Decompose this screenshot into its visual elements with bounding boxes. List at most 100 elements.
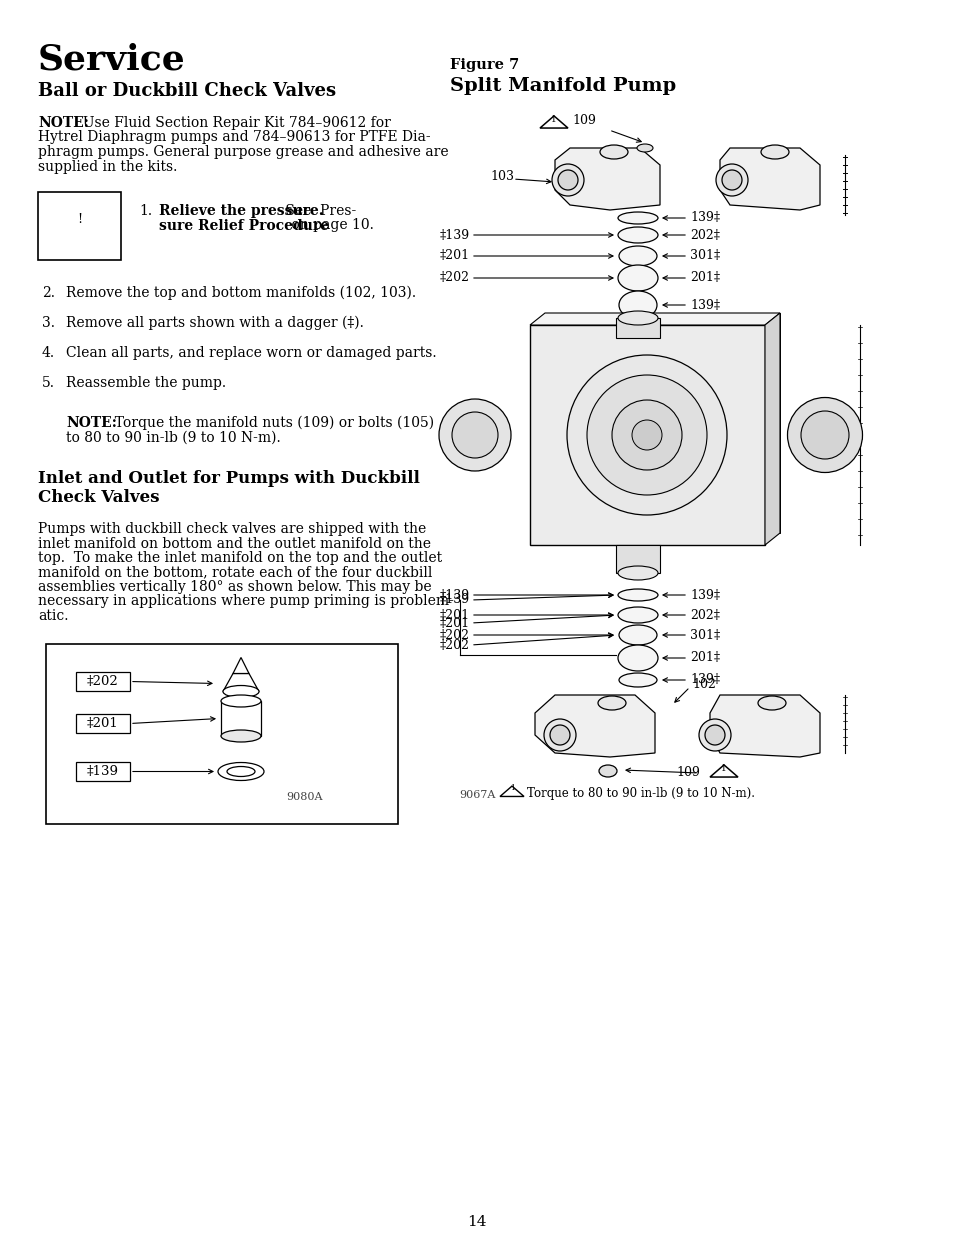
Ellipse shape bbox=[716, 164, 747, 196]
Text: 109: 109 bbox=[572, 114, 596, 126]
Text: Pumps with duckbill check valves are shipped with the: Pumps with duckbill check valves are shi… bbox=[38, 522, 426, 536]
Ellipse shape bbox=[618, 589, 658, 601]
Ellipse shape bbox=[699, 719, 730, 751]
Text: 109: 109 bbox=[676, 767, 700, 779]
Bar bbox=[76, 714, 130, 734]
Text: ‡201: ‡201 bbox=[439, 249, 470, 263]
Text: ‡139: ‡139 bbox=[439, 594, 470, 606]
Ellipse shape bbox=[618, 645, 658, 671]
Text: Ball or Duckbill Check Valves: Ball or Duckbill Check Valves bbox=[38, 82, 335, 100]
Text: 9067A: 9067A bbox=[458, 790, 495, 800]
Ellipse shape bbox=[558, 170, 578, 190]
Text: Check Valves: Check Valves bbox=[38, 489, 159, 506]
Text: 139‡: 139‡ bbox=[689, 211, 720, 225]
Ellipse shape bbox=[612, 400, 681, 471]
Ellipse shape bbox=[438, 399, 511, 471]
Bar bbox=[616, 317, 659, 338]
Polygon shape bbox=[530, 325, 764, 545]
Text: ‡139: ‡139 bbox=[87, 764, 119, 778]
Text: Remove the top and bottom manifolds (102, 103).: Remove the top and bottom manifolds (102… bbox=[66, 287, 416, 300]
Polygon shape bbox=[535, 695, 655, 757]
Text: sure Relief Procedure: sure Relief Procedure bbox=[159, 219, 329, 232]
Polygon shape bbox=[544, 312, 780, 534]
Ellipse shape bbox=[586, 375, 706, 495]
Ellipse shape bbox=[721, 170, 741, 190]
Ellipse shape bbox=[566, 354, 726, 515]
Text: 103: 103 bbox=[490, 170, 514, 184]
Ellipse shape bbox=[618, 227, 658, 243]
Text: 301‡: 301‡ bbox=[689, 249, 720, 263]
Ellipse shape bbox=[221, 730, 261, 742]
Bar bbox=[616, 545, 659, 573]
Text: !: ! bbox=[77, 212, 82, 226]
Text: NOTE:: NOTE: bbox=[66, 416, 117, 430]
Text: Hytrel Diaphragm pumps and 784–90613 for PTFE Dia-: Hytrel Diaphragm pumps and 784–90613 for… bbox=[38, 131, 430, 144]
Polygon shape bbox=[555, 148, 659, 210]
Ellipse shape bbox=[618, 606, 658, 622]
Ellipse shape bbox=[618, 625, 657, 645]
Ellipse shape bbox=[618, 673, 657, 687]
Text: 139‡: 139‡ bbox=[689, 299, 720, 311]
Ellipse shape bbox=[618, 311, 658, 325]
Text: Torque to 80 to 90 in-lb (9 to 10 N-m).: Torque to 80 to 90 in-lb (9 to 10 N-m). bbox=[526, 787, 754, 799]
Ellipse shape bbox=[786, 398, 862, 473]
Text: Torque the manifold nuts (109) or bolts (105): Torque the manifold nuts (109) or bolts … bbox=[106, 416, 434, 430]
Text: Relieve the pressure.: Relieve the pressure. bbox=[159, 204, 323, 219]
Text: ‡201: ‡201 bbox=[87, 718, 119, 730]
Ellipse shape bbox=[598, 764, 617, 777]
Text: 4.: 4. bbox=[42, 346, 55, 359]
Text: ‡139: ‡139 bbox=[439, 589, 470, 601]
Text: Reassemble the pump.: Reassemble the pump. bbox=[66, 375, 226, 390]
Polygon shape bbox=[223, 673, 258, 692]
Text: 1: 1 bbox=[720, 764, 726, 773]
Ellipse shape bbox=[618, 212, 658, 224]
Polygon shape bbox=[720, 148, 820, 210]
Text: phragm pumps. General purpose grease and adhesive are: phragm pumps. General purpose grease and… bbox=[38, 144, 448, 159]
Text: Figure 7: Figure 7 bbox=[450, 58, 518, 72]
Text: See  Pres-: See Pres- bbox=[281, 204, 355, 219]
Text: Clean all parts, and replace worn or damaged parts.: Clean all parts, and replace worn or dam… bbox=[66, 346, 436, 359]
Text: ‡202: ‡202 bbox=[87, 676, 119, 688]
Text: necessary in applications where pump priming is problem-: necessary in applications where pump pri… bbox=[38, 594, 454, 609]
Ellipse shape bbox=[618, 291, 657, 319]
Ellipse shape bbox=[631, 420, 661, 450]
Text: atic.: atic. bbox=[38, 609, 69, 622]
Text: 301‡: 301‡ bbox=[689, 629, 720, 641]
Ellipse shape bbox=[598, 697, 625, 710]
Text: assemblies vertically 180° as shown below. This may be: assemblies vertically 180° as shown belo… bbox=[38, 580, 431, 594]
Text: NOTE:: NOTE: bbox=[38, 116, 89, 130]
Ellipse shape bbox=[704, 725, 724, 745]
Text: ‡202: ‡202 bbox=[439, 272, 470, 284]
Ellipse shape bbox=[223, 685, 258, 698]
Bar bbox=[221, 701, 261, 736]
Text: 9080A: 9080A bbox=[286, 792, 322, 802]
Text: 1: 1 bbox=[509, 784, 514, 793]
Text: to 80 to 90 in-lb (9 to 10 N-m).: to 80 to 90 in-lb (9 to 10 N-m). bbox=[66, 431, 280, 445]
Polygon shape bbox=[764, 312, 780, 545]
Ellipse shape bbox=[618, 566, 658, 580]
Text: 1.: 1. bbox=[139, 204, 152, 219]
Text: 201‡: 201‡ bbox=[689, 272, 720, 284]
Text: 2.: 2. bbox=[42, 287, 55, 300]
Text: 5.: 5. bbox=[42, 375, 55, 390]
Text: ‡202: ‡202 bbox=[439, 638, 470, 652]
Ellipse shape bbox=[552, 164, 583, 196]
Text: inlet manifold on bottom and the outlet manifold on the: inlet manifold on bottom and the outlet … bbox=[38, 536, 431, 551]
Bar bbox=[38, 191, 121, 261]
Ellipse shape bbox=[550, 725, 569, 745]
Text: supplied in the kits.: supplied in the kits. bbox=[38, 159, 177, 173]
Polygon shape bbox=[530, 312, 780, 325]
Text: Use Fluid Section Repair Kit 784–90612 for: Use Fluid Section Repair Kit 784–90612 f… bbox=[74, 116, 391, 130]
Ellipse shape bbox=[760, 144, 788, 159]
Text: 202‡: 202‡ bbox=[689, 609, 720, 621]
Bar bbox=[76, 762, 130, 781]
Text: ‡201: ‡201 bbox=[439, 616, 470, 630]
Text: 14: 14 bbox=[467, 1215, 486, 1229]
Ellipse shape bbox=[221, 695, 261, 706]
Text: 3.: 3. bbox=[42, 316, 55, 330]
Polygon shape bbox=[233, 657, 249, 673]
Ellipse shape bbox=[452, 412, 497, 458]
Text: Split Manifold Pump: Split Manifold Pump bbox=[450, 77, 676, 95]
Text: Inlet and Outlet for Pumps with Duckbill: Inlet and Outlet for Pumps with Duckbill bbox=[38, 471, 419, 487]
Text: 139‡: 139‡ bbox=[689, 589, 720, 601]
